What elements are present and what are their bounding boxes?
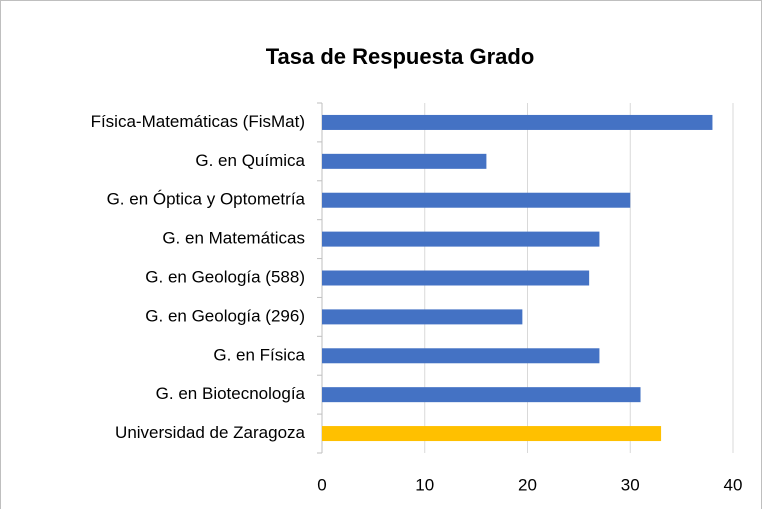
x-tick-label: 20 bbox=[518, 475, 537, 494]
x-tick-label: 30 bbox=[621, 475, 640, 494]
y-tick-label: G. en Óptica y Optometría bbox=[107, 190, 306, 209]
y-tick-label: G. en Física bbox=[213, 345, 305, 364]
bar bbox=[322, 231, 600, 247]
bar bbox=[322, 426, 662, 442]
y-tick-label: G. en Geología (588) bbox=[145, 267, 305, 286]
bar bbox=[322, 270, 590, 286]
bar bbox=[322, 309, 523, 325]
bar bbox=[322, 192, 631, 208]
y-tick-label: Universidad de Zaragoza bbox=[115, 423, 305, 442]
y-tick-label: G. en Química bbox=[195, 151, 305, 170]
y-tick-label: G. en Geología (296) bbox=[145, 306, 305, 325]
x-tick-label: 40 bbox=[724, 475, 743, 494]
bar bbox=[322, 153, 487, 169]
bar bbox=[322, 387, 641, 403]
chart-title: Tasa de Respuesta Grado bbox=[266, 44, 535, 69]
x-tick-label: 10 bbox=[415, 475, 434, 494]
bar bbox=[322, 348, 600, 364]
bar bbox=[322, 114, 713, 130]
y-tick-label: Física-Matemáticas (FisMat) bbox=[91, 112, 305, 131]
x-tick-label: 0 bbox=[317, 475, 326, 494]
y-tick-label: G. en Biotecnología bbox=[156, 384, 306, 403]
y-tick-label: G. en Matemáticas bbox=[162, 229, 305, 248]
